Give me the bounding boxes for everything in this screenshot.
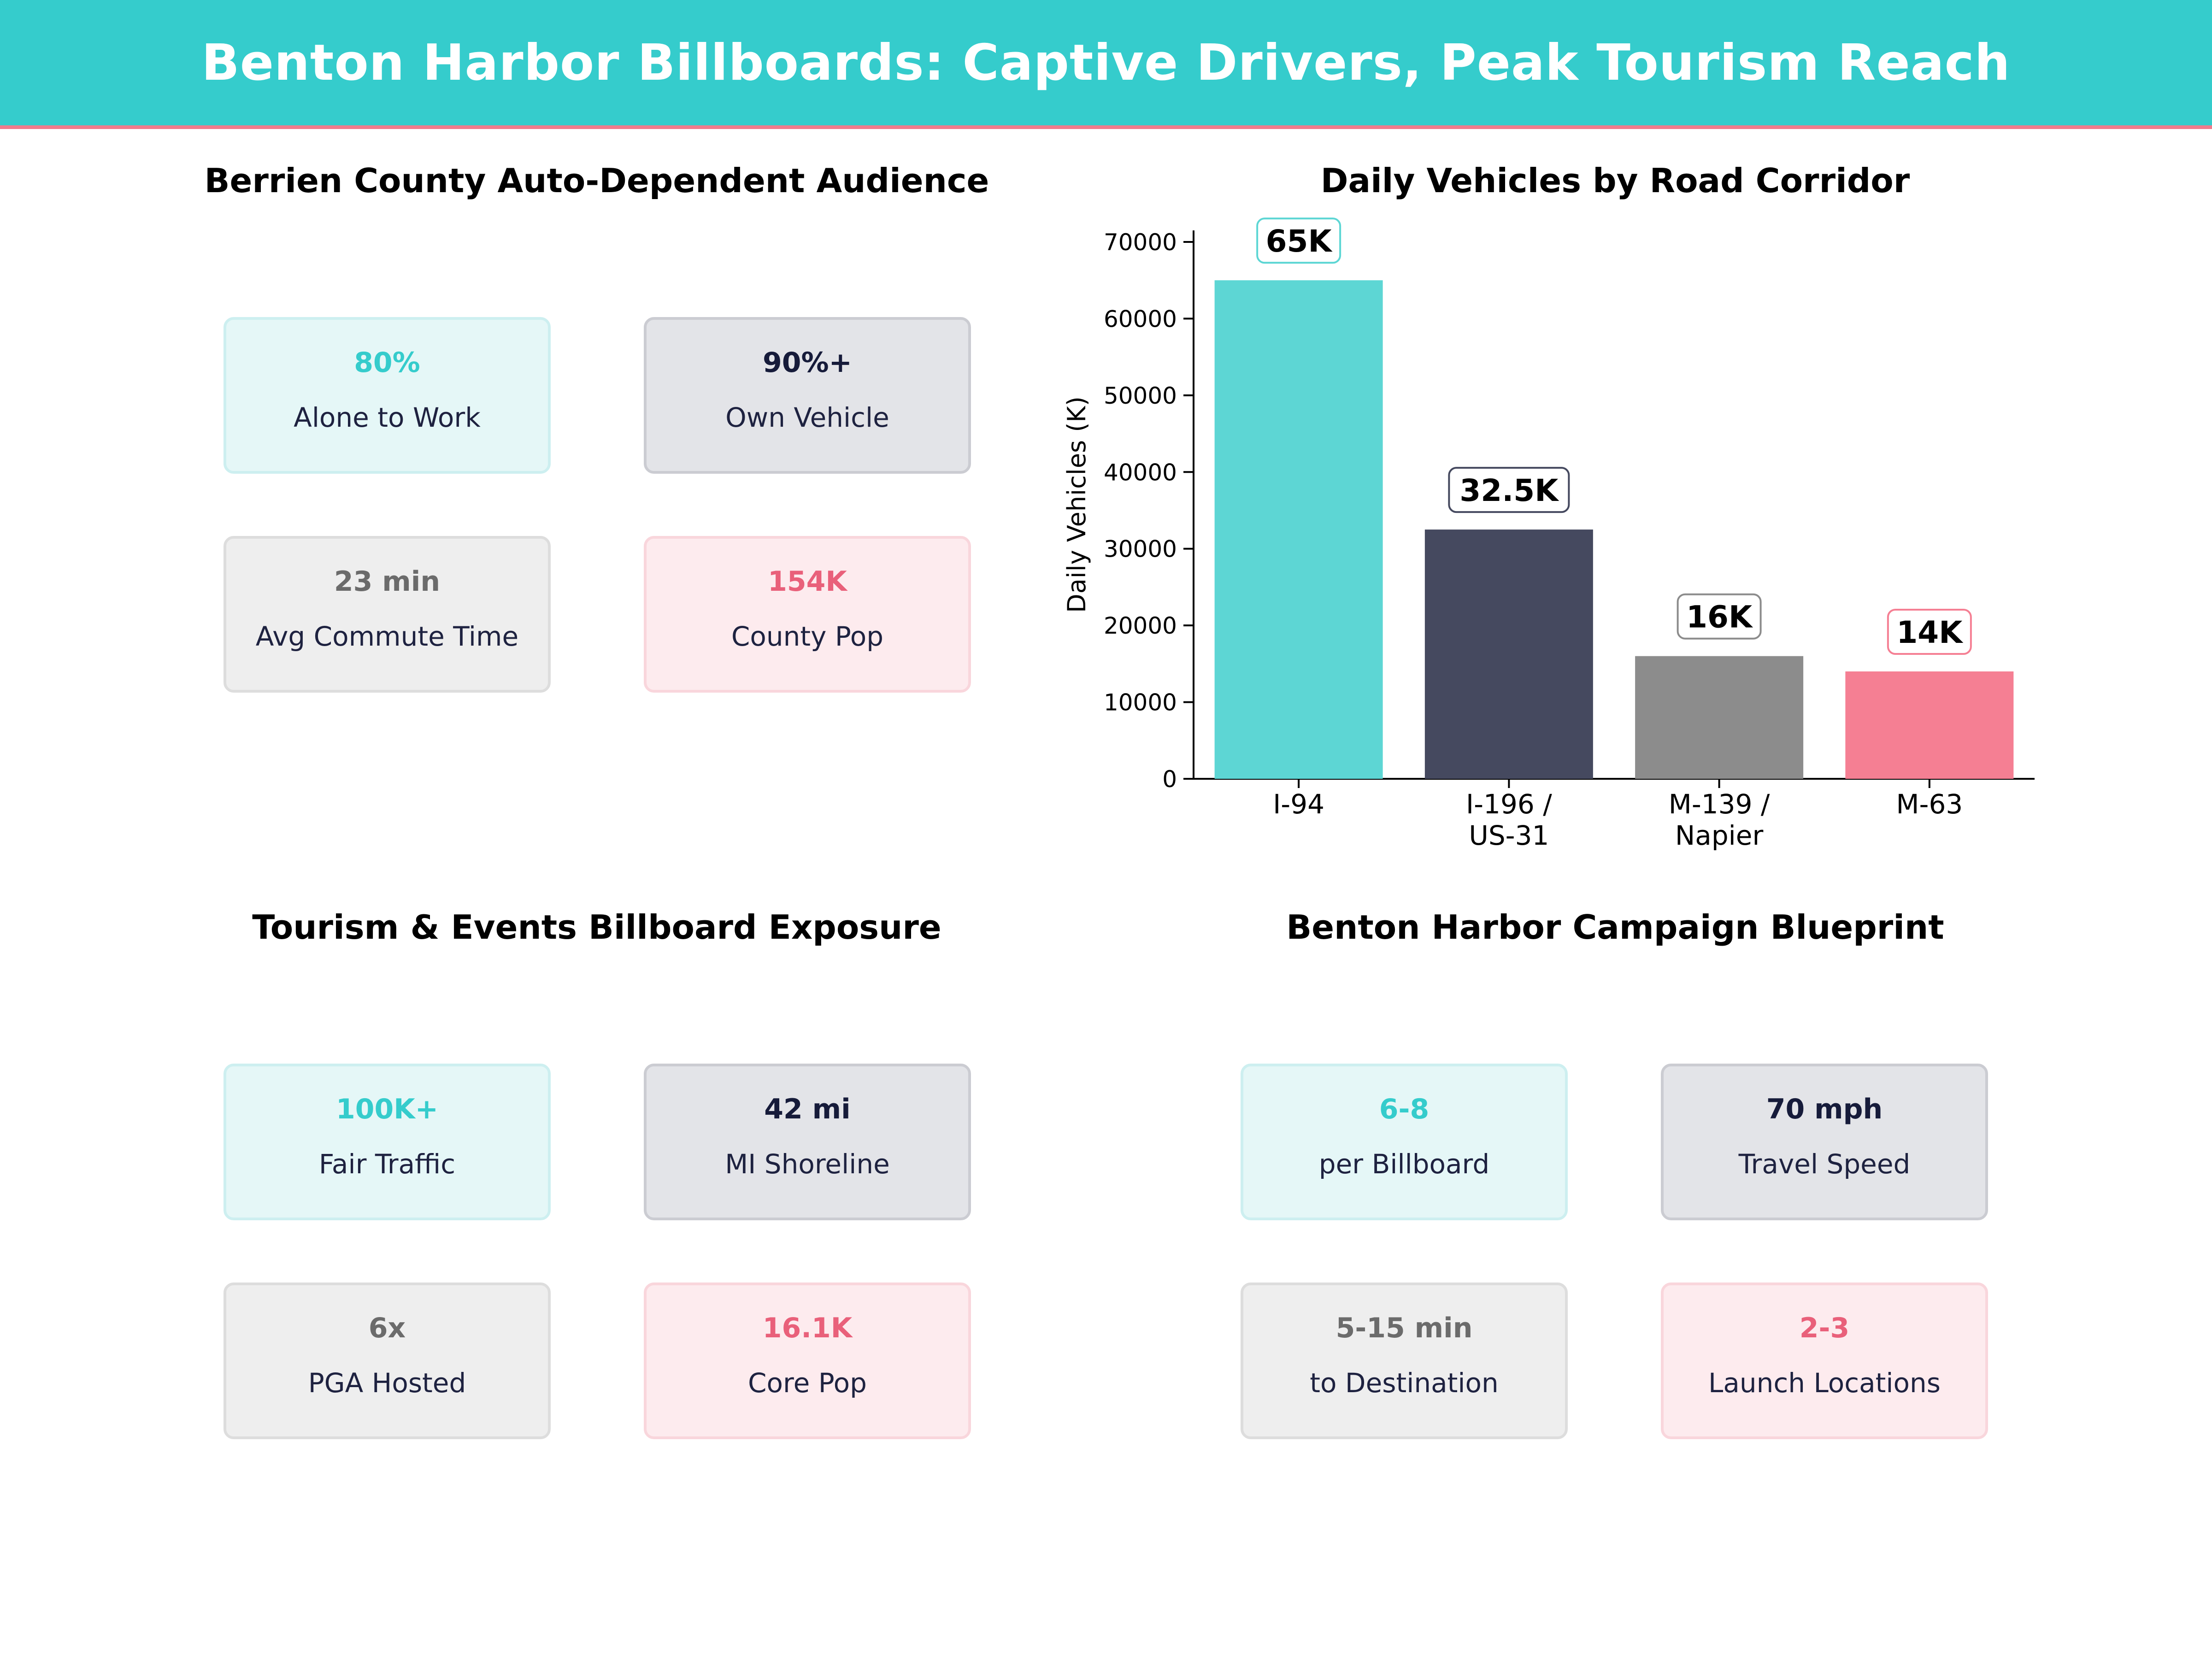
stat-card-fair-traffic: 100K+ Fair Traffic xyxy=(224,1064,551,1220)
stat-label: Launch Locations xyxy=(1708,1367,1941,1399)
stat-value: 2-3 xyxy=(1799,1312,1850,1344)
stat-label: Fair Traffic xyxy=(318,1148,456,1180)
stat-label: Avg Commute Time xyxy=(255,621,519,652)
stat-card-launch-locations: 2-3 Launch Locations xyxy=(1661,1282,1988,1439)
stat-card-avg-commute: 23 min Avg Commute Time xyxy=(224,536,551,693)
audience-panel-title: Berrien County Auto-Dependent Audience xyxy=(204,161,989,200)
bar-3 xyxy=(1845,671,2014,779)
x-tick-label: Napier xyxy=(1675,820,1764,851)
stat-value: 23 min xyxy=(334,565,441,598)
stat-label: Travel Speed xyxy=(1738,1148,1911,1180)
data-label-box xyxy=(1887,608,1972,655)
y-tick-label: 60000 xyxy=(1104,306,1177,332)
stat-value: 5-15 min xyxy=(1335,1312,1473,1344)
y-tick-label: 50000 xyxy=(1104,382,1177,409)
stat-card-pga-hosted: 6x PGA Hosted xyxy=(224,1282,551,1439)
stat-card-own-vehicle: 90%+ Own Vehicle xyxy=(644,317,971,474)
data-label-box xyxy=(1677,593,1762,640)
stat-value: 42 mi xyxy=(764,1093,851,1125)
stat-label: per Billboard xyxy=(1318,1148,1490,1180)
stat-value: 16.1K xyxy=(762,1312,853,1344)
stat-label: Own Vehicle xyxy=(725,402,889,433)
x-tick-label: M-139 / xyxy=(1669,788,1770,820)
stat-value: 100K+ xyxy=(335,1093,438,1125)
bar-0 xyxy=(1214,280,1383,779)
data-label-box xyxy=(1256,218,1341,264)
stat-value: 6x xyxy=(368,1312,406,1344)
data-label: 16K xyxy=(1686,600,1753,635)
data-label: 65K xyxy=(1266,224,1333,259)
data-label: 14K xyxy=(1896,615,1964,650)
x-tick-label: US-31 xyxy=(1469,820,1549,851)
y-tick-label: 40000 xyxy=(1104,459,1177,486)
data-label: 32.5K xyxy=(1459,473,1559,508)
y-tick-label: 0 xyxy=(1162,766,1177,793)
stat-value: 80% xyxy=(354,347,420,379)
stat-card-county-pop: 154K County Pop xyxy=(644,536,971,693)
stat-label: PGA Hosted xyxy=(308,1367,466,1399)
daily-vehicles-bar-chart: 0 10000 20000 30000 40000 50000 60000 70000 Dail… xyxy=(1062,218,2035,851)
stat-label: Core Pop xyxy=(748,1367,867,1399)
stat-card-to-destination: 5-15 min to Destination xyxy=(1241,1282,1568,1439)
stat-label: County Pop xyxy=(731,621,884,652)
stat-label: to Destination xyxy=(1310,1367,1499,1399)
tourism-panel-title: Tourism & Events Billboard Exposure xyxy=(252,908,941,947)
blueprint-panel-title: Benton Harbor Campaign Blueprint xyxy=(1286,908,1944,947)
stat-card-core-pop: 16.1K Core Pop xyxy=(644,1282,971,1439)
bar-1 xyxy=(1424,529,1593,779)
x-tick-label: M-63 xyxy=(1896,788,1963,820)
y-tick-label: 20000 xyxy=(1104,612,1177,639)
y-tick-label: 10000 xyxy=(1104,689,1177,716)
y-tick-label: 70000 xyxy=(1104,229,1177,256)
x-tick-label: I-196 / xyxy=(1466,788,1552,820)
stat-value: 6-8 xyxy=(1379,1093,1430,1125)
bar-2 xyxy=(1635,656,1804,779)
stat-card-mi-shoreline: 42 mi MI Shoreline xyxy=(644,1064,971,1220)
stat-value: 154K xyxy=(768,565,847,598)
stat-label: Alone to Work xyxy=(294,402,481,433)
stat-card-per-billboard: 6-8 per Billboard xyxy=(1241,1064,1568,1220)
stat-value: 70 mph xyxy=(1766,1093,1883,1125)
data-label-box xyxy=(1448,467,1570,513)
page-title: Benton Harbor Billboards: Captive Driver… xyxy=(201,34,2011,92)
stat-card-alone-to-work: 80% Alone to Work xyxy=(224,317,551,474)
traffic-panel-title: Daily Vehicles by Road Corridor xyxy=(1320,161,1910,200)
y-tick-label: 30000 xyxy=(1104,536,1177,563)
x-tick-label: I-94 xyxy=(1273,788,1324,820)
header-banner: Benton Harbor Billboards: Captive Driver… xyxy=(0,0,2212,129)
stat-card-travel-speed: 70 mph Travel Speed xyxy=(1661,1064,1988,1220)
stat-value: 90%+ xyxy=(763,347,852,379)
y-axis-label: Daily Vehicles (K) xyxy=(1062,396,1091,613)
stat-label: MI Shoreline xyxy=(725,1148,890,1180)
